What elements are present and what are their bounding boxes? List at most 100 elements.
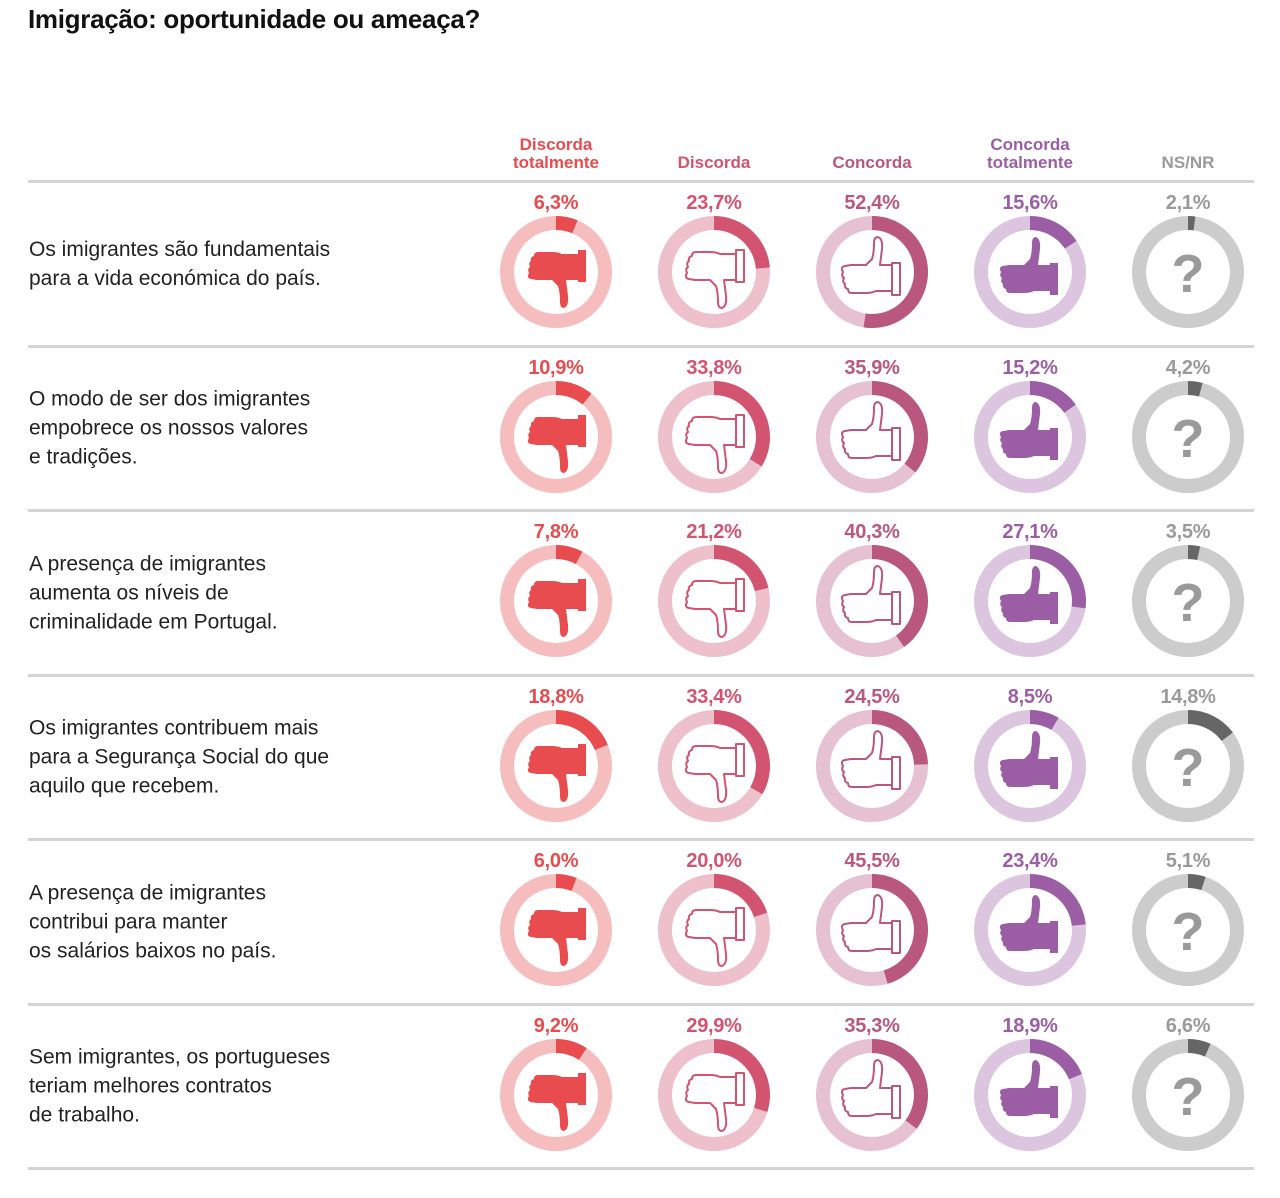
cuff-shape [891,755,901,790]
value-label: 52,4% [844,192,900,214]
donut-chart [658,874,770,986]
cuff-shape [1050,263,1058,295]
thumbs-down-icon [527,908,586,966]
value-label: 4,2% [1165,356,1211,379]
donut-segment [556,216,578,234]
cuff-shape [735,578,745,612]
donut-chart [816,709,928,822]
hand-shape [999,401,1050,458]
divider [28,673,1254,677]
value-label: 33,4% [686,685,742,708]
cuff-shape [735,249,745,283]
value-label: 6,0% [533,850,579,872]
cuff-shape [891,591,901,625]
donut-segment [556,874,577,891]
statement-text: Os imigrantes contribuem mais para a Seg… [29,716,330,798]
value-label: 7,8% [533,521,579,543]
value-label: 35,3% [844,1014,900,1037]
donut-cell: 6,3% [481,182,631,345]
thumbs-up-icon [840,894,901,954]
thumbs-down-icon [527,579,586,637]
value-label: 15,2% [1002,356,1058,379]
value-label: 9,2% [533,1014,579,1037]
hand-shape [527,416,578,473]
column-label-concorda-totalmente: Concorda totalmente [987,135,1073,172]
hand-shape [840,565,893,623]
statement-text: O modo de ser dos imigrantes empobrece o… [29,387,311,469]
divider [28,344,1254,348]
thumbs-up-icon [999,1059,1058,1118]
chart-title: Imigração: oportunidade ou ameaça? [28,4,481,34]
donut-cell: 5,1%? [1113,840,1263,1003]
donut-chart [816,874,928,986]
donut-chart [974,216,1086,328]
value-label: 10,9% [528,356,584,379]
donut-segment [872,709,928,765]
column-label-discorda: Discorda [677,153,751,172]
donut-cell: 7,8% [481,511,631,674]
thumbs-down-icon [684,742,745,803]
donut-cell: 23,4% [955,840,1105,1003]
value-label: 6,3% [533,192,579,214]
hand-shape [999,895,1050,951]
donut-segment [556,709,608,750]
donut-segment [1188,216,1196,231]
donut-segment [1030,380,1076,413]
donut-chart [658,545,770,657]
donut-segment [872,380,928,472]
cuff-shape [578,250,586,282]
hand-shape [684,909,737,967]
donut-cell: 52,4% [797,182,947,345]
value-label: 15,6% [1002,192,1058,214]
donut-chart [816,380,928,493]
donut-segment [714,1038,770,1112]
thumbs-down-icon [684,413,745,474]
column-label-discorda-totalmente: Discorda totalmente [513,135,599,172]
cuff-shape [578,414,586,447]
value-label: 40,3% [844,521,900,543]
thumbs-down-icon [527,250,586,308]
cuff-shape [1050,756,1058,789]
donut-segment [1030,1038,1082,1079]
donut-cell: 15,6% [955,182,1105,345]
hand-shape [527,252,578,308]
thumbs-up-icon [840,400,901,461]
donut-cell: 23,7% [639,182,789,345]
thumbs-up-icon [999,730,1058,789]
donut-segment [1188,874,1206,891]
column-label-nsnr: NS/NR [1161,153,1215,172]
donut-cell: 24,5% [797,676,947,839]
donut-chart: ? [1132,709,1244,822]
donut-segment [872,874,928,984]
donut-chart [974,874,1086,986]
question-mark-icon: ? [1172,902,1205,962]
hand-shape [999,730,1050,787]
donut-segment [1030,216,1077,249]
donut-cell: 35,9% [797,347,947,510]
donut-segment [1188,1038,1211,1057]
value-label: 3,5% [1165,521,1211,543]
donut-segment [863,216,928,328]
value-label: 27,1% [1002,521,1058,543]
table-row: A presença de imigrantes contribui para … [0,840,1280,1003]
divider [28,180,1254,183]
donut-segment [714,874,768,918]
donut-chart [500,874,612,986]
question-mark-icon: ? [1172,738,1205,798]
donut-cell: 6,0% [481,840,631,1003]
cuff-shape [735,907,745,941]
cuff-shape [1050,921,1058,953]
cuff-shape [1050,427,1058,460]
thumbs-down-icon [684,249,745,309]
thumbs-down-icon [527,743,586,802]
donut-chart [658,380,770,493]
donut-chart [500,1038,612,1151]
table-row: Os imigrantes contribuem mais para a Seg… [0,676,1280,839]
statement-text: Sem imigrantes, os portugueses teriam me… [29,1045,331,1127]
donut-cell: 8,5% [955,676,1105,839]
value-label: 33,8% [686,356,742,379]
donut-chart: ? [1132,545,1244,657]
hand-shape [684,415,737,474]
donut-cell: 45,5% [797,840,947,1003]
hand-shape [684,580,737,638]
